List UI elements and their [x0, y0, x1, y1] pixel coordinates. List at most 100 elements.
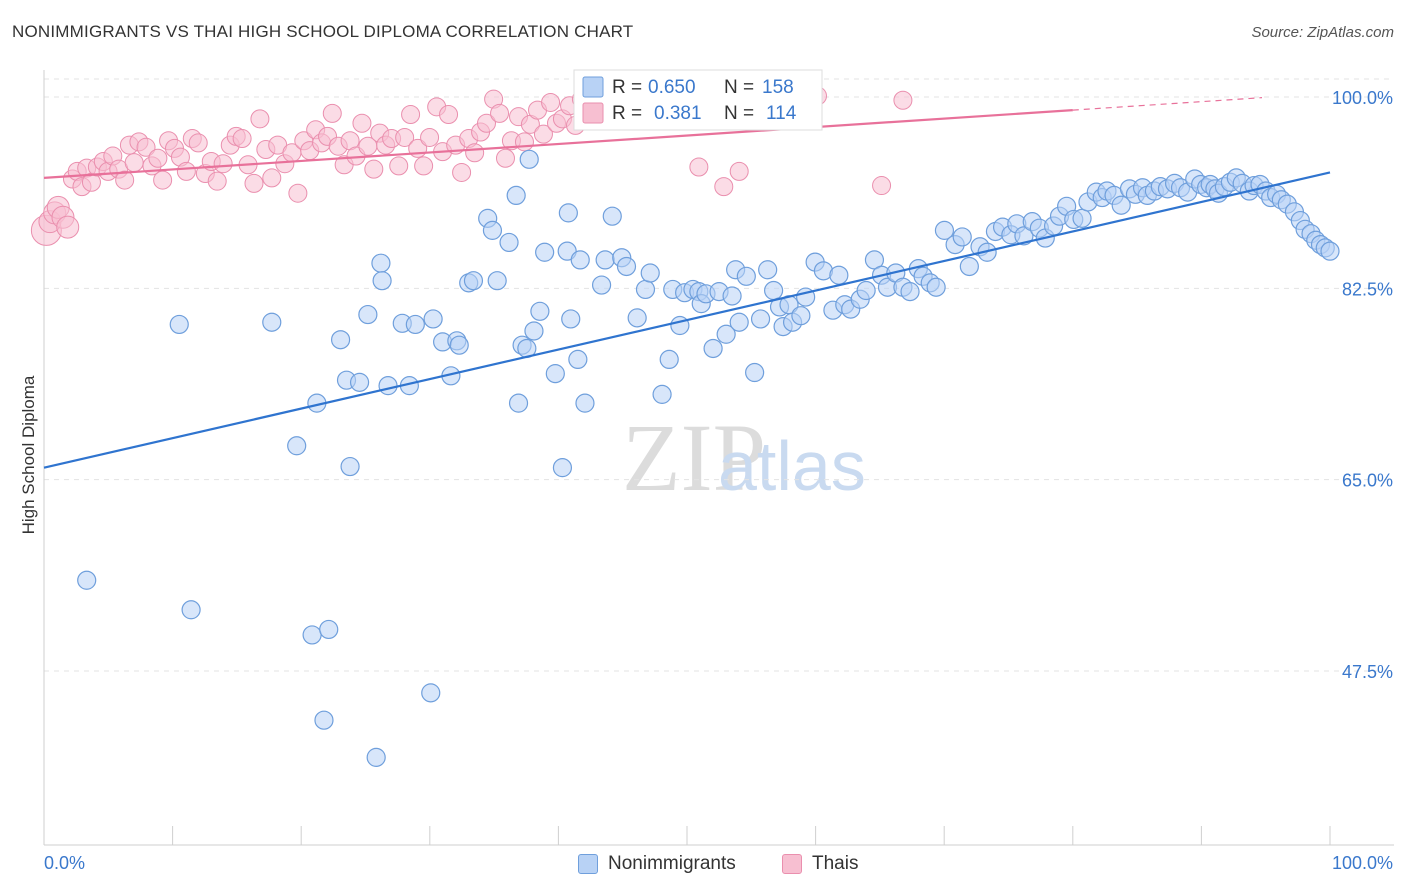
- data-point-nonimmigrants: [959, 256, 979, 277]
- data-point-nonimmigrants: [856, 280, 876, 301]
- data-point-nonimmigrants: [545, 364, 565, 384]
- data-point-thais: [689, 157, 709, 177]
- data-point-thais: [262, 168, 282, 188]
- stats-pink-swatch: [582, 102, 604, 124]
- data-point-nonimmigrants: [340, 456, 360, 477]
- data-point-thais: [115, 170, 135, 190]
- legend-swatch-blue: [578, 854, 598, 874]
- data-point-nonimmigrants: [575, 393, 595, 413]
- data-point-nonimmigrants: [372, 271, 392, 291]
- data-point-nonimmigrants: [829, 265, 849, 285]
- y-axis-label: High School Diploma: [19, 375, 38, 534]
- data-point-nonimmigrants: [506, 185, 526, 205]
- data-point-nonimmigrants: [900, 282, 920, 302]
- legend-label: Nonimmigrants: [608, 853, 736, 874]
- data-point-nonimmigrants: [1014, 226, 1034, 246]
- data-point-nonimmigrants: [181, 600, 201, 620]
- data-point-nonimmigrants: [570, 250, 590, 270]
- data-point-nonimmigrants: [640, 263, 660, 283]
- data-point-nonimmigrants: [736, 266, 756, 286]
- data-point-thais: [232, 129, 252, 149]
- data-point-nonimmigrants: [449, 335, 469, 355]
- x-ticks: [43, 826, 1331, 845]
- data-point-nonimmigrants: [519, 149, 539, 169]
- data-point-nonimmigrants: [952, 227, 972, 247]
- legend-label: Thais: [812, 853, 859, 874]
- stats-r-value: 0.381: [654, 103, 702, 124]
- data-point-nonimmigrants: [487, 271, 507, 291]
- data-point-thais: [477, 113, 497, 133]
- data-point-nonimmigrants: [314, 710, 334, 730]
- data-point-nonimmigrants: [169, 314, 189, 335]
- data-point-nonimmigrants: [745, 362, 765, 383]
- data-point-nonimmigrants: [358, 304, 378, 325]
- data-point-nonimmigrants: [405, 314, 425, 335]
- data-point-nonimmigrants: [319, 619, 339, 640]
- watermark-atlas: atlas: [718, 427, 866, 505]
- x-tick-label: 100.0%: [1332, 853, 1393, 873]
- data-point-nonimmigrants: [791, 306, 811, 326]
- source-credit: Source: ZipAtlas.com: [1251, 24, 1394, 41]
- y-tick-labels: 47.5% 65.0% 82.5% 100.0%: [1332, 88, 1393, 682]
- data-point-thais: [420, 127, 440, 147]
- data-point-nonimmigrants: [926, 277, 946, 297]
- data-point-nonimmigrants: [463, 271, 484, 291]
- data-point-nonimmigrants: [378, 376, 398, 396]
- data-point-nonimmigrants: [530, 301, 550, 321]
- legend-swatch-pink: [782, 854, 802, 874]
- data-point-nonimmigrants: [524, 321, 544, 341]
- data-point-thais: [213, 154, 233, 174]
- data-point-nonimmigrants: [722, 286, 742, 306]
- y-tick-label: 100.0%: [1332, 88, 1393, 108]
- data-point-thais: [244, 173, 264, 193]
- y-tick-label: 65.0%: [1342, 471, 1393, 491]
- data-point-thais: [389, 156, 409, 176]
- data-point-nonimmigrants: [568, 349, 588, 369]
- data-point-thais: [176, 161, 196, 181]
- data-point-nonimmigrants: [77, 570, 97, 590]
- legend-item-nonimmigrants: Nonimmigrants: [578, 852, 736, 876]
- data-point-nonimmigrants: [302, 625, 322, 645]
- data-point-thais: [395, 127, 415, 147]
- data-point-nonimmigrants: [371, 253, 391, 273]
- stats-blue-swatch: [582, 76, 604, 98]
- stats-r-label: R =: [612, 103, 642, 124]
- y-tick-label: 82.5%: [1342, 279, 1393, 299]
- data-point-nonimmigrants: [652, 384, 672, 404]
- watermark-zip: ZIP: [622, 404, 766, 511]
- trend-line-thais-extension: [1072, 97, 1263, 111]
- data-point-nonimmigrants: [703, 338, 723, 359]
- stats-n-label: N =: [724, 77, 754, 98]
- watermark: ZIP atlas: [622, 404, 866, 511]
- data-point-nonimmigrants: [1072, 208, 1092, 228]
- data-point-nonimmigrants: [595, 250, 615, 270]
- data-point-nonimmigrants: [764, 280, 784, 301]
- data-point-nonimmigrants: [421, 683, 441, 703]
- data-point-nonimmigrants: [934, 220, 955, 240]
- data-point-nonimmigrants: [330, 330, 351, 350]
- data-point-thais: [872, 176, 892, 196]
- data-point-nonimmigrants: [635, 279, 656, 300]
- stats-n-value: 114: [766, 103, 797, 124]
- data-point-thais: [439, 104, 459, 124]
- data-point-nonimmigrants: [366, 747, 386, 767]
- stats-r-label: R =: [612, 77, 642, 98]
- data-point-thais: [352, 113, 372, 133]
- data-point-thais: [541, 92, 561, 112]
- chart-title: NONIMMIGRANTS VS THAI HIGH SCHOOL DIPLOM…: [12, 22, 634, 41]
- data-point-nonimmigrants: [1111, 195, 1131, 215]
- data-point-thais: [148, 148, 168, 168]
- data-point-nonimmigrants: [552, 458, 573, 478]
- data-point-nonimmigrants: [659, 349, 679, 369]
- data-point-nonimmigrants: [729, 312, 749, 332]
- y-tick-label: 47.5%: [1342, 662, 1393, 682]
- x-tick-labels: 0.0% 100.0%: [44, 853, 1393, 873]
- data-point-thais: [729, 161, 749, 181]
- stats-r-value: 0.650: [648, 77, 696, 98]
- data-point-nonimmigrants: [499, 232, 519, 253]
- data-point-thais: [188, 133, 208, 153]
- data-point-nonimmigrants: [616, 256, 637, 277]
- data-point-nonimmigrants: [602, 206, 622, 226]
- data-point-thais: [465, 143, 485, 163]
- data-point-nonimmigrants: [482, 220, 503, 240]
